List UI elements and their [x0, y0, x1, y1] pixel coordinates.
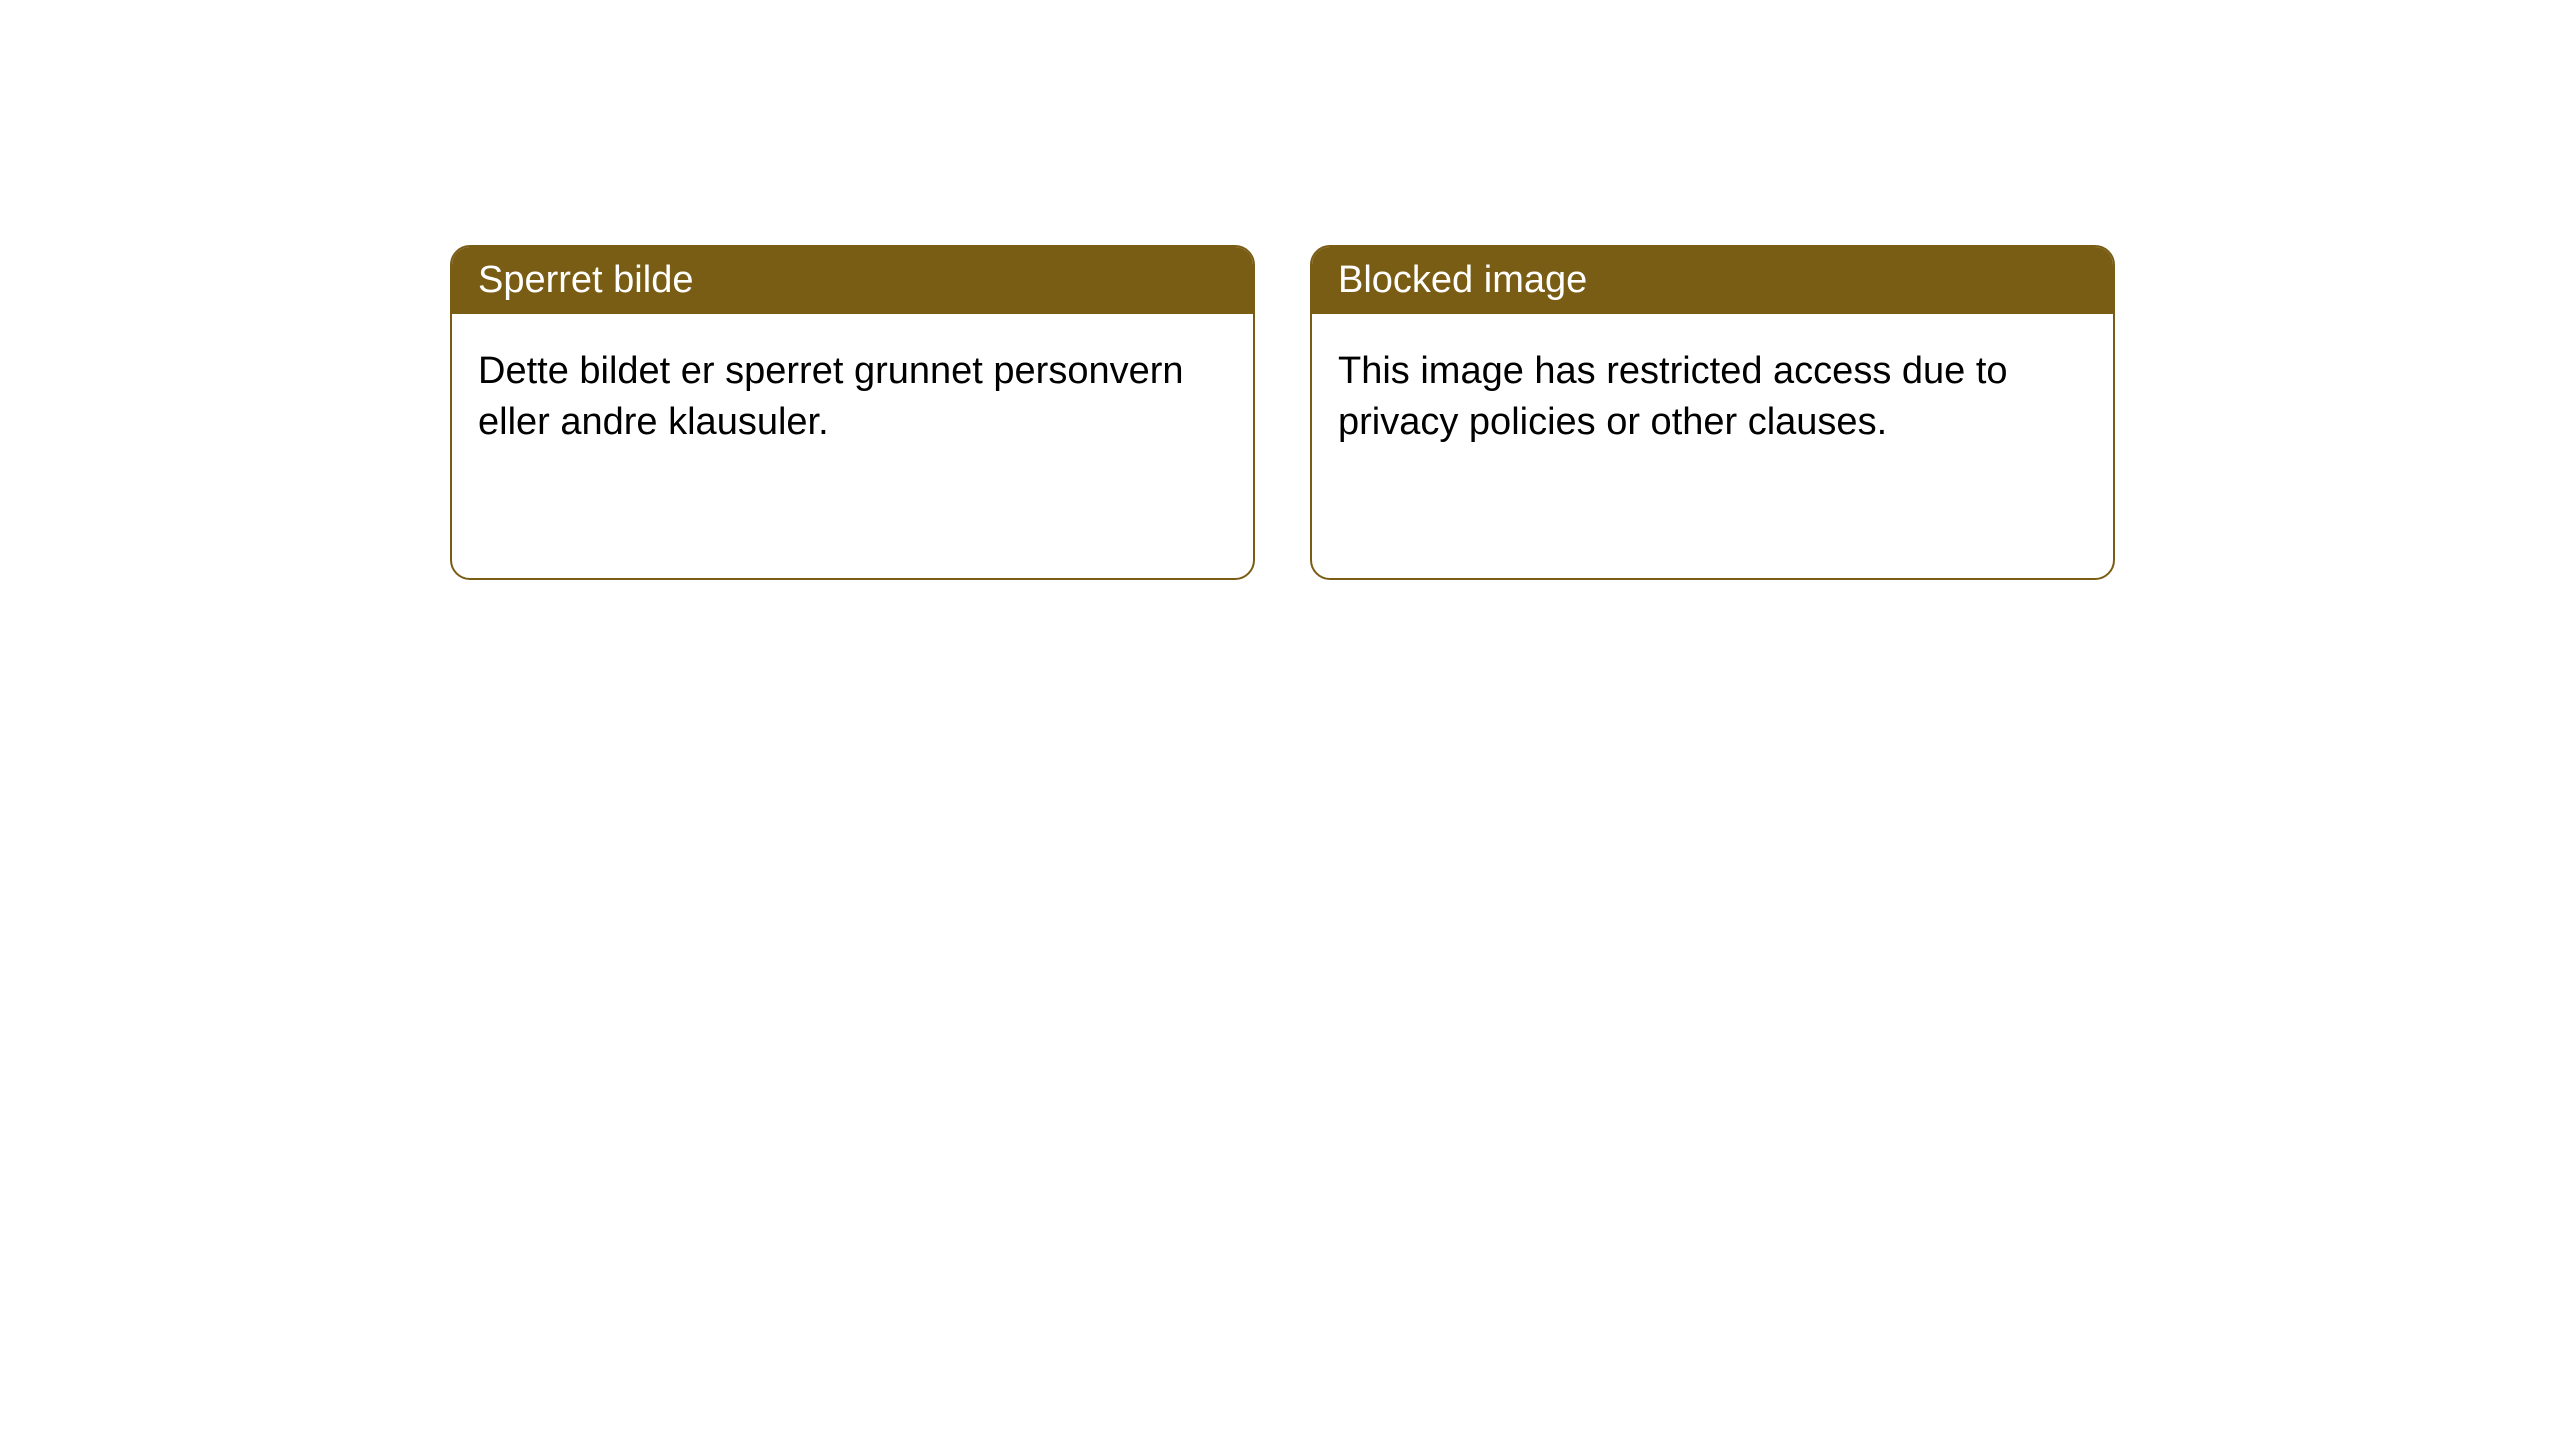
card-message: This image has restricted access due to … [1338, 350, 2008, 443]
card-title: Blocked image [1338, 259, 1587, 301]
card-message: Dette bildet er sperret grunnet personve… [478, 350, 1184, 443]
card-title: Sperret bilde [478, 259, 693, 301]
card-body: Dette bildet er sperret grunnet personve… [452, 314, 1253, 481]
card-header: Blocked image [1312, 247, 2113, 314]
blocked-image-card-no: Sperret bilde Dette bildet er sperret gr… [450, 245, 1255, 580]
blocked-image-card-en: Blocked image This image has restricted … [1310, 245, 2115, 580]
cards-container: Sperret bilde Dette bildet er sperret gr… [450, 245, 2115, 580]
card-header: Sperret bilde [452, 247, 1253, 314]
card-body: This image has restricted access due to … [1312, 314, 2113, 481]
